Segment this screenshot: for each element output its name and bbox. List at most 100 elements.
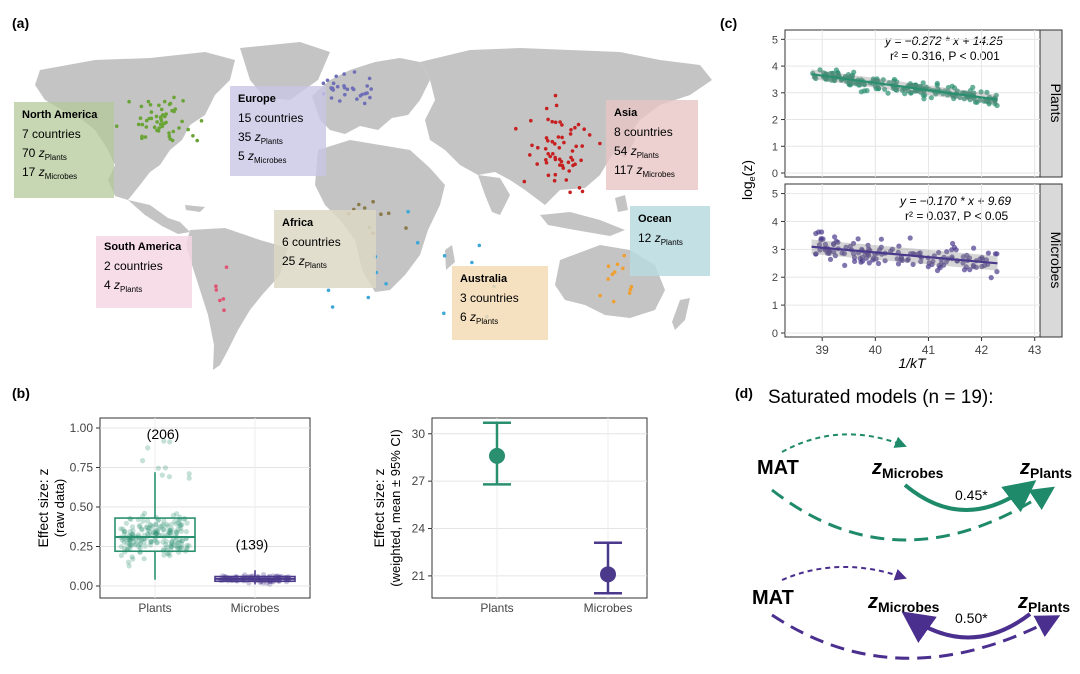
map-point [186,127,190,132]
map-point [535,162,539,166]
map-point [553,93,558,98]
map-point [365,91,369,95]
map-point [570,158,575,162]
map-point [168,101,173,106]
map-point [560,123,564,127]
map-point [360,92,364,97]
arrow-mat-microbes [781,566,907,581]
map-point [627,291,632,295]
panel-b: (b) Effect size: z (raw data) 0.00 0.25 0.… [12,385,648,615]
region-line: 3 countries [460,291,519,305]
raw-point [167,527,173,533]
eq-plants: y = −0.272 * x + 14.25 [884,34,1003,48]
arrow-microbes-plants [903,480,1037,513]
map-point [366,295,371,300]
raw-point [129,531,135,537]
count-label: (206) [147,426,180,442]
r2-microbes: r² = 0.037, P < 0.05 [905,209,1009,223]
raw-point [163,538,169,544]
region-ocean: Ocean 12 zPlants [630,206,710,276]
raw-point [172,518,178,525]
raw-point [172,539,178,545]
map-point [580,189,585,194]
map-point [329,96,334,100]
raw-point [186,475,192,481]
raw-point [178,525,184,531]
map-point [536,145,540,150]
scatter-point [898,256,905,262]
scatter-point [817,67,823,73]
map-point [415,240,420,245]
map-point [558,163,562,167]
z-microbes-label: zMicrobes [867,591,940,615]
scatter-point [875,85,882,92]
scatter-point [827,71,834,77]
scatter-point [928,95,935,101]
boxplot-ylabel-1: Effect size: z [35,468,51,547]
map-point [553,172,558,177]
region-line: 5 zMicrobes [238,149,286,165]
map-point [191,134,195,138]
region-name: North America [22,109,98,121]
raw-point [137,522,143,528]
scatter-point [964,252,970,258]
map-point [577,186,582,190]
map-point [162,99,167,104]
raw-point [153,527,159,533]
raw-point [164,531,170,538]
panel-c: (c) Plants Microbes y = −0.272 * x + 14.… [720,15,1064,371]
region-line: 15 countries [238,111,303,125]
scatter-point [866,252,872,258]
y-tick-label: 24 [412,522,426,536]
map-point [570,149,575,153]
raw-point [168,530,174,536]
map-point [157,103,161,108]
raw-point [139,527,145,533]
region-line: 6 zPlants [460,310,498,326]
raw-point [126,563,132,569]
raw-point [141,556,147,562]
raw-point [160,539,166,545]
raw-point [133,541,139,547]
raw-point [176,520,182,527]
map-point [338,99,342,103]
arrow-plants-microbes [901,611,1032,643]
raw-point [153,531,159,537]
map-point [180,119,184,124]
y-tick-label: 1 [772,141,778,153]
scatter-plots: Plants Microbes y = −0.272 * x + 14.25 r… [739,29,1064,371]
scatter-point [850,240,857,247]
raw-point [184,542,190,549]
raw-point [118,552,124,559]
map-point [568,190,572,195]
scatter-point [832,253,839,259]
raw-point [167,439,173,445]
map-point [615,262,620,267]
raw-point [122,546,128,552]
map-point [406,209,410,214]
raw-point [177,537,183,543]
raw-point [267,581,273,587]
map-point [560,135,564,140]
scatter-point [831,77,837,83]
boxplot: Effect size: z (raw data) 0.00 0.25 0.50 0.… [35,417,311,615]
raw-point [141,539,147,545]
scatter-point [888,248,894,254]
raw-point [153,531,160,537]
panel-d-tag: (d) [735,385,753,401]
panel-b-tag: (b) [12,385,30,401]
map-point [548,154,552,159]
raw-point [137,542,143,548]
raw-point [171,542,177,549]
y-tick-label: 3 [772,88,778,100]
raw-point [174,530,180,536]
scatter-point [851,255,858,261]
map-point [331,81,336,86]
scatter-point [855,236,861,242]
panel-a: (a) [12,15,712,370]
raw-point [173,521,179,527]
raw-point [147,528,153,535]
raw-point [164,521,170,528]
region-south-america: South America 2 countries 4 zPlants [96,236,192,308]
scatter-point [873,77,879,83]
